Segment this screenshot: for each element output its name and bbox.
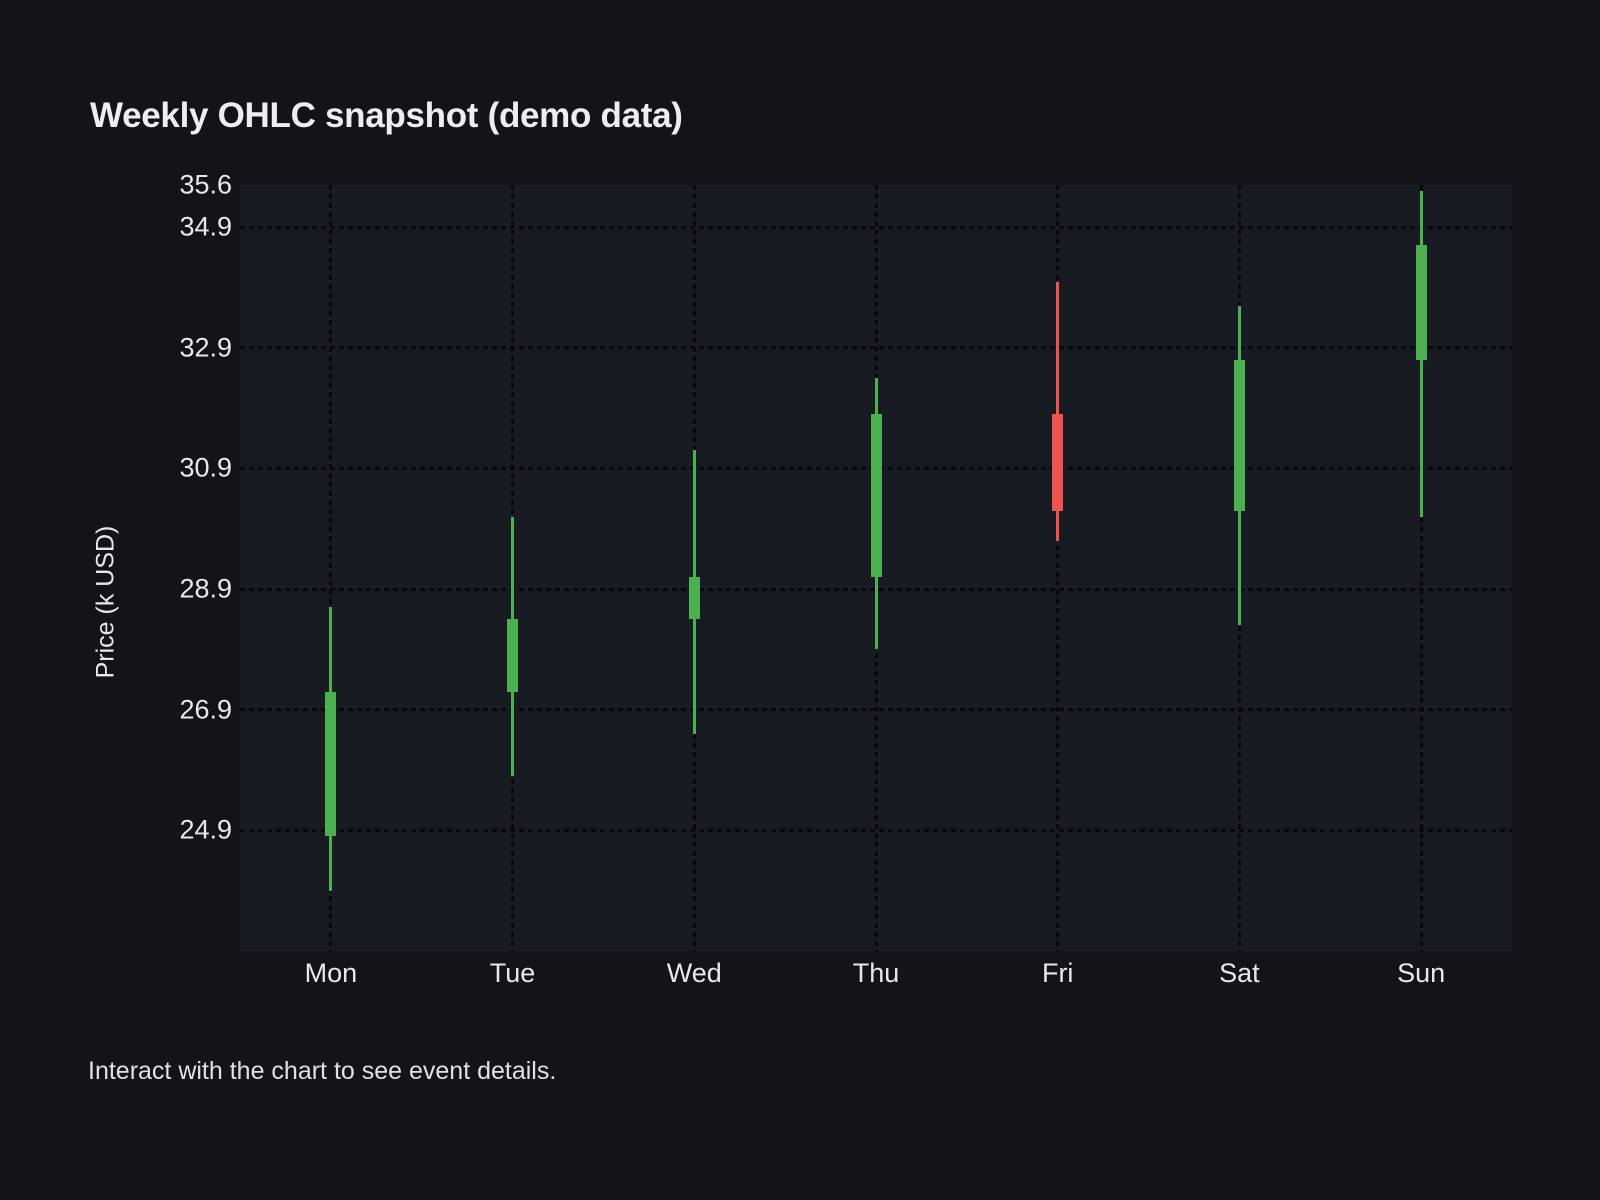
x-tick-label-fri: Fri: [1041, 958, 1074, 988]
candle-body-fri: [1052, 414, 1064, 511]
y-tick-label: 35.6: [179, 169, 232, 200]
chart-caption: Interact with the chart to see event det…: [88, 1057, 557, 1085]
candle-body-thu: [870, 414, 882, 578]
v-gridline: [1056, 185, 1060, 951]
x-tick-label-tue: Tue: [489, 958, 536, 988]
v-gridline: [329, 185, 333, 951]
candle-body-mon: [325, 691, 337, 837]
y-tick-label: 24.9: [179, 814, 232, 845]
chart-title: Weekly OHLC snapshot (demo data): [90, 96, 683, 135]
x-tick-label-mon: Mon: [304, 958, 358, 988]
candle-body-wed: [688, 577, 700, 620]
x-tick-label-wed: Wed: [666, 958, 722, 988]
y-tick-label: 34.9: [179, 211, 232, 242]
y-tick-label: 28.9: [179, 573, 232, 604]
x-tick-label-sun: Sun: [1397, 958, 1446, 988]
y-tick-label: 30.9: [179, 452, 232, 483]
candle-body-tue: [507, 619, 519, 692]
v-gridline: [1419, 185, 1423, 951]
y-tick-label: 32.9: [179, 332, 232, 363]
candle-wick-fri: [1056, 281, 1060, 541]
x-tick-label-sat: Sat: [1219, 958, 1260, 988]
y-tick-label: 26.9: [179, 694, 232, 725]
candle-body-sat: [1233, 359, 1245, 511]
candle-body-sun: [1415, 245, 1427, 360]
x-tick-label-thu: Thu: [852, 958, 900, 988]
plot-area[interactable]: [240, 185, 1512, 951]
